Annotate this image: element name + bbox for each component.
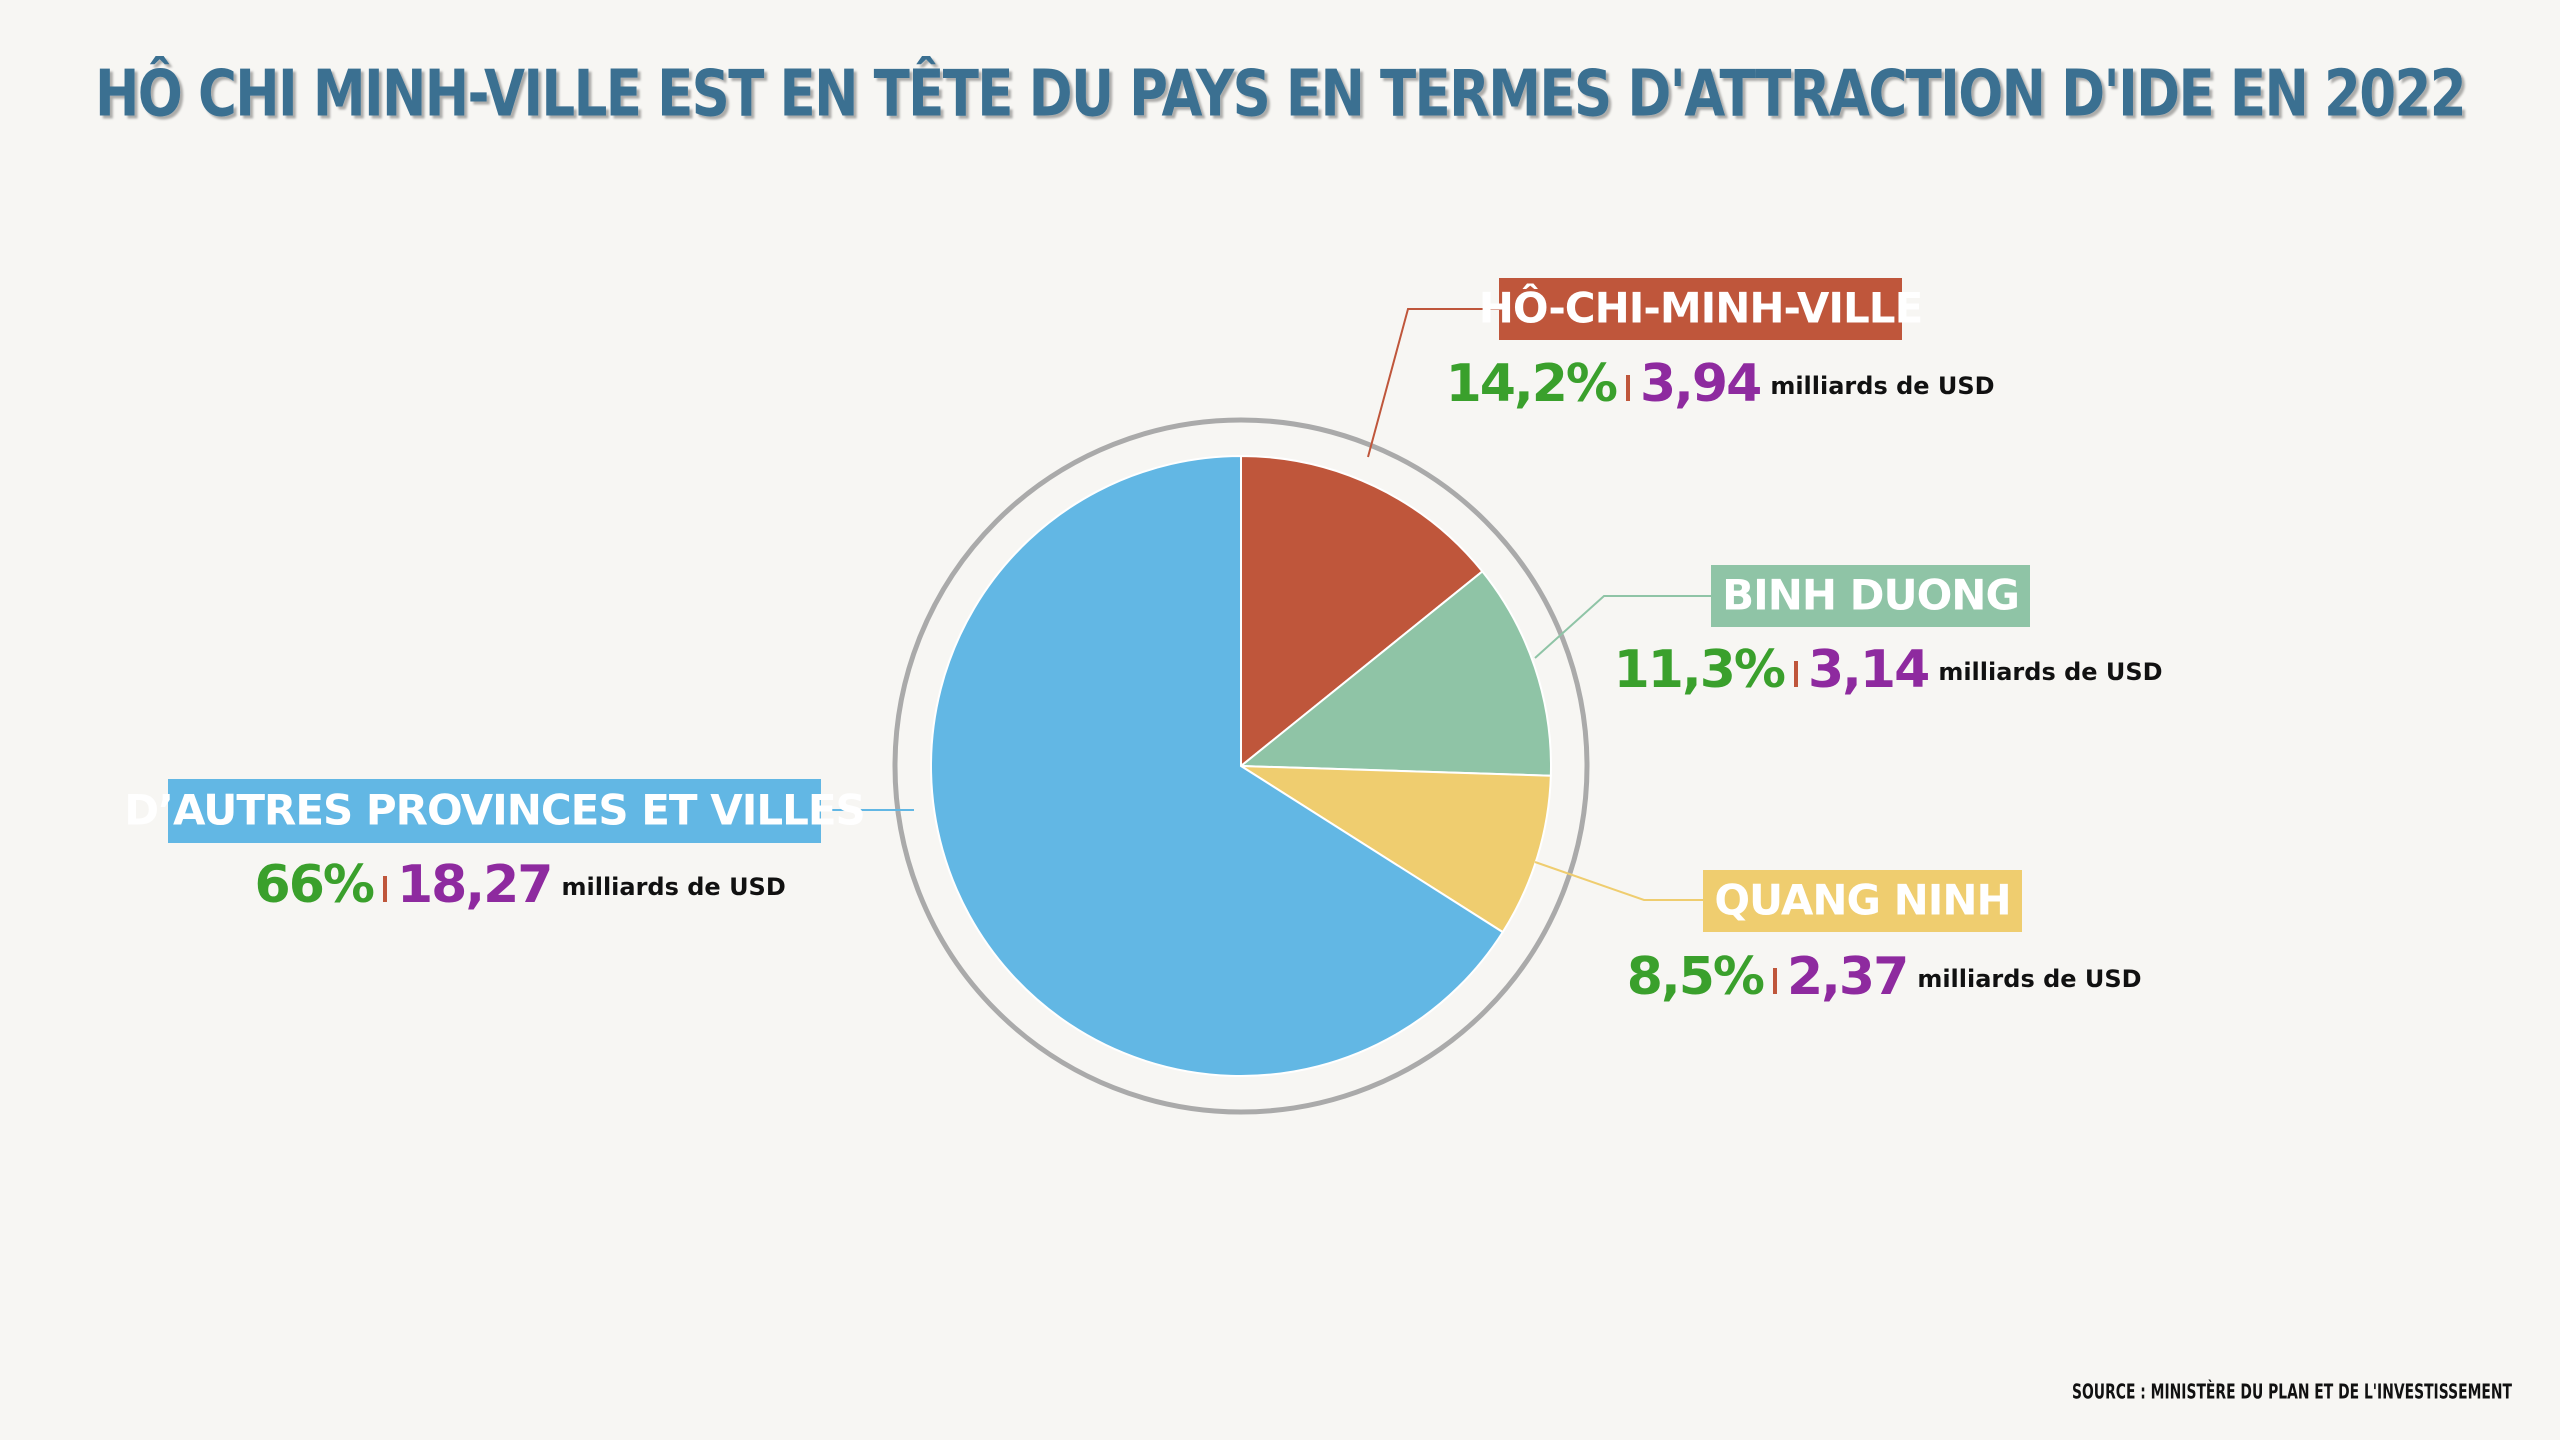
amount-label: 3,94	[1640, 354, 1760, 414]
percent-label: 11,3%	[1614, 640, 1785, 700]
amount-label: 2,37	[1787, 947, 1907, 1007]
amount-label: 18,27	[397, 855, 551, 915]
amount-line: 18,27 milliards de USD	[397, 855, 786, 915]
pie-slice	[1240, 454, 1484, 769]
pie-ring	[892, 417, 1590, 1115]
pie-slice	[1238, 570, 1552, 777]
percent-label: 8,5%	[1627, 947, 1764, 1007]
amount-line: 3,14 milliards de USD	[1808, 640, 2163, 700]
pie-slice	[930, 454, 1505, 1077]
label-box	[1703, 870, 2022, 932]
chart-title: HÔ CHI MINH-VILLE EST EN TÊTE DU PAYS EN…	[95, 56, 2465, 132]
category-label: D’AUTRES PROVINCES ET VILLES	[124, 786, 865, 835]
amount-unit: milliards de USD	[1917, 965, 2141, 993]
label-box	[168, 779, 821, 843]
amount-unit: milliards de USD	[561, 873, 785, 901]
category-label: HÔ-CHI-MINH-VILLE	[1479, 283, 1923, 333]
leader-line	[1534, 861, 1703, 901]
percent-label: 66%	[255, 855, 374, 915]
category-label: QUANG NINH	[1714, 876, 2010, 925]
percent-label: 14,2%	[1446, 354, 1617, 414]
leader-line	[1367, 308, 1499, 458]
amount-label: 3,14	[1808, 640, 1928, 700]
leader-line	[1534, 595, 1711, 659]
amount-line: 2,37 milliards de USD	[1787, 947, 2142, 1007]
amount-line: 3,94 milliards de USD	[1640, 354, 1995, 414]
pie-slice	[1237, 764, 1552, 934]
source: SOURCE : MINISTÈRE DU PLAN ET DE L'INVES…	[2072, 1380, 2512, 1404]
label-box	[1711, 565, 2030, 627]
label-box	[1499, 278, 1902, 340]
amount-unit: milliards de USD	[1938, 658, 2162, 686]
category-label: BINH DUONG	[1722, 571, 2019, 620]
amount-unit: milliards de USD	[1770, 372, 1994, 400]
